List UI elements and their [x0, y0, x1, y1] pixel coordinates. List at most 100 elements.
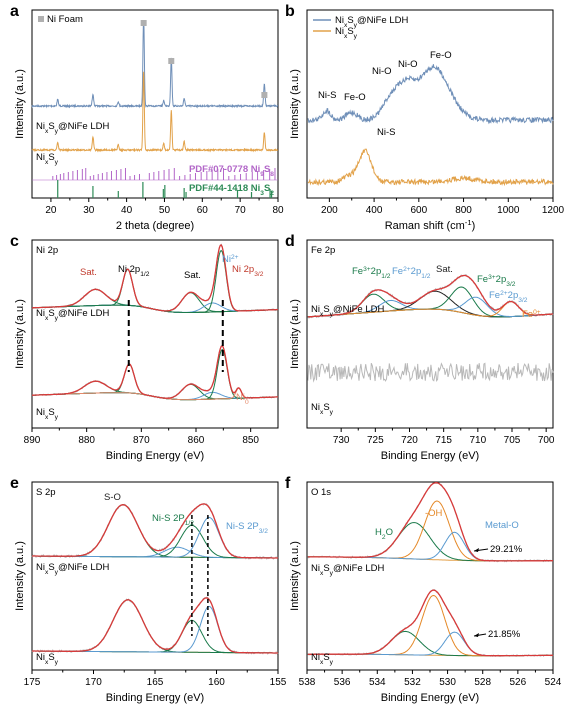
x-tick-label: 1200: [542, 205, 565, 216]
label-part: 2p: [496, 274, 507, 285]
label-part: x: [45, 128, 49, 135]
label-part: y: [55, 315, 59, 322]
label-part: S: [323, 563, 329, 574]
label-part: Fe: [352, 266, 363, 277]
x-tick-label: 70: [235, 205, 247, 216]
component-peak: [32, 619, 278, 654]
x-tick-label: 50: [159, 205, 171, 216]
x-axis-label: 2 theta (degree): [116, 220, 194, 232]
label-part: x: [344, 22, 348, 29]
label-part: 2+: [231, 254, 239, 261]
sample-label: NixSy@NiFe LDH: [36, 308, 109, 322]
x-tick-label: 175: [24, 677, 41, 688]
peak-annotation: Ni-S: [318, 90, 336, 101]
raw-spectrum: [307, 589, 554, 658]
x-tick-label: 730: [333, 435, 350, 446]
label-part: S: [347, 15, 353, 26]
label-part: Ni: [311, 304, 320, 315]
x-tick-label: 60: [197, 205, 209, 216]
component-label: Sat.: [80, 267, 97, 278]
label-part: x: [45, 315, 49, 322]
x-tick-label: 530: [439, 677, 456, 688]
component-label: S-O: [104, 492, 121, 503]
component-label: Sat.: [436, 264, 453, 275]
reflection-marker: [168, 58, 175, 64]
panel-title: O 1s: [311, 487, 331, 498]
label-part: S: [323, 402, 329, 413]
x-tick-label: 20: [45, 205, 57, 216]
label-part: @NiFe LDH: [333, 304, 384, 315]
component-label: Ni-S 2P3/2: [226, 521, 268, 535]
label-part: x: [320, 570, 324, 577]
panel-label: e: [10, 475, 19, 492]
x-tick-label: 705: [504, 435, 521, 446]
component-label: Ni0: [236, 392, 249, 406]
y-axis-label: Intensity (a.u.): [14, 69, 26, 139]
label-part: S: [48, 121, 54, 132]
component-label: Sat.: [184, 270, 201, 281]
label-part: Ni-S 2P: [226, 521, 259, 532]
plot-frame: [31, 239, 279, 429]
label-part: Raman shift (cm: [385, 220, 465, 232]
label-part: Fe: [392, 266, 403, 277]
label-part: -OH: [425, 508, 443, 519]
label-part: x: [45, 659, 49, 666]
label-part: 3/2: [518, 297, 528, 304]
arrow-head: [474, 633, 479, 637]
component-label: Metal-O: [485, 520, 519, 531]
label-part: Fe: [522, 309, 533, 320]
label-part: PDF#07-0778 Ni: [189, 164, 260, 175]
label-part: S: [347, 26, 353, 37]
panel-f: 538 536 534 532 530 528 526 524 Binding Energy (…: [285, 475, 562, 704]
label-part: x: [45, 569, 49, 576]
label-part: y: [354, 33, 358, 40]
x-axis-label: Raman shift (cm-1): [385, 218, 476, 233]
label-part: PDF#44-1418 Ni: [189, 183, 260, 194]
component-peak: [307, 594, 553, 657]
x-tick-label: 700: [538, 435, 555, 446]
component-label: Ni 2p3/2: [232, 264, 264, 278]
x-tick-label: 80: [272, 205, 284, 216]
label-part: 2+: [500, 290, 508, 297]
panel-label: f: [285, 475, 291, 492]
fit-envelope: [307, 274, 553, 318]
label-part: Fe: [477, 274, 488, 285]
label-part: O: [386, 527, 393, 538]
label-part: @NiFe LDH: [58, 308, 109, 319]
x-tick-label: 400: [366, 205, 383, 216]
sample-label: NixSy: [36, 407, 59, 421]
label-part: x: [320, 311, 324, 318]
label-part: Ni: [222, 254, 231, 265]
sample-label: NixSy: [311, 652, 334, 666]
component-label: Fe2+2p3/2: [489, 290, 528, 304]
x-tick-label: 725: [367, 435, 384, 446]
panel-label: d: [285, 233, 295, 250]
label-part: 9: [260, 171, 264, 178]
label-part: S: [323, 304, 329, 315]
series-line: [307, 64, 554, 125]
y-axis-label: Intensity (a.u.): [14, 299, 26, 369]
reflection-marker: [261, 92, 268, 98]
x-tick-label: 890: [24, 435, 41, 446]
label-part: H: [375, 527, 382, 538]
x-tick-label: 526: [510, 677, 527, 688]
label-part: Ni: [335, 26, 344, 37]
label-part: Ni 2p: [118, 264, 140, 275]
y-axis-label: Intensity (a.u.): [289, 69, 301, 139]
label-part: y: [55, 569, 59, 576]
x-tick-label: 720: [401, 435, 418, 446]
label-part: 3: [260, 190, 264, 197]
legend-label: NixSy@NiFe LDH: [335, 15, 408, 29]
reflection-marker: [140, 20, 147, 26]
fit-envelope: [307, 589, 553, 657]
x-tick-label: 880: [78, 435, 95, 446]
label-part: Sat.: [80, 267, 97, 278]
sample-label: NixSy: [311, 402, 334, 416]
label-part: x: [344, 33, 348, 40]
x-tick-label: 200: [321, 205, 338, 216]
x-tick-label: 528: [474, 677, 491, 688]
label-part: 2p: [411, 266, 422, 277]
y-axis-label: Intensity (a.u.): [289, 299, 301, 369]
component-label: Ni 2p1/2: [118, 264, 150, 278]
sample-label: NixSy@NiFe LDH: [36, 121, 109, 135]
